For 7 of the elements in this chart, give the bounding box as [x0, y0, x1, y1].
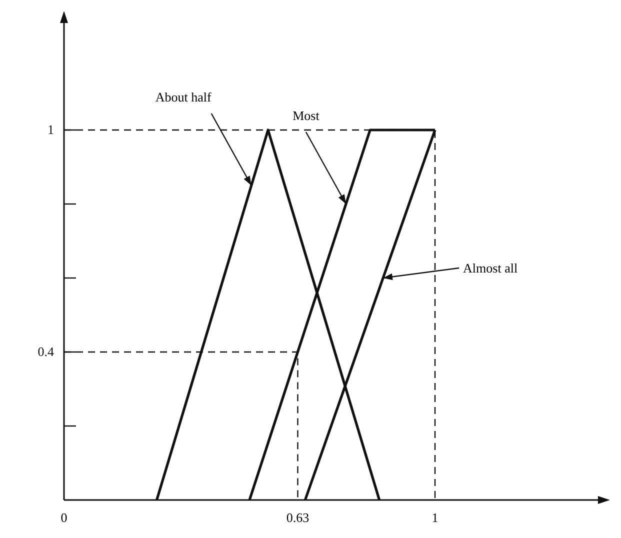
annotation: Most: [292, 108, 320, 123]
x-tick-label: 0.63: [286, 510, 310, 525]
x-tick-label: 0: [60, 510, 68, 525]
annotation: Almost all: [463, 260, 518, 276]
y-tick-label: 0.4: [38, 344, 54, 360]
x-tick-label: 1: [432, 510, 438, 525]
annotation: About half: [155, 90, 212, 104]
